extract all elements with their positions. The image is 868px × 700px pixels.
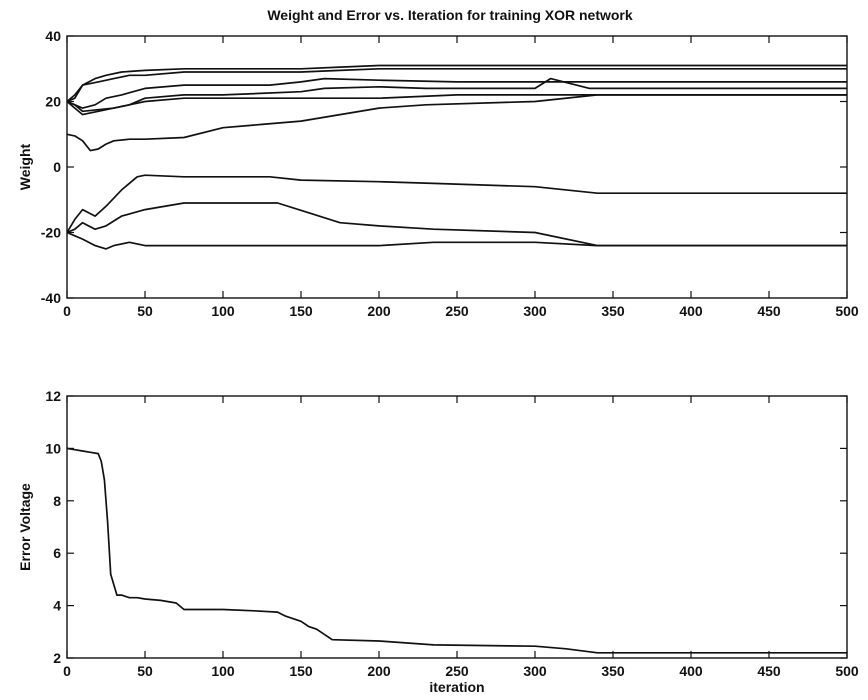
- x-tick-label: 100: [211, 663, 235, 679]
- x-tick-label: 450: [757, 663, 781, 679]
- x-tick-label: 100: [211, 303, 235, 319]
- axes-frame: [66, 35, 848, 299]
- x-tick-label: 250: [445, 663, 469, 679]
- series-line-1: [66, 447, 847, 654]
- series-line-2: [66, 67, 847, 103]
- series-line-9: [66, 231, 847, 250]
- x-tick-label: 0: [63, 663, 71, 679]
- weight-chart: 0 50 100 150 200 250 300 350 400 450 500 -40 -20 0 20 4…: [17, 28, 859, 319]
- x-tick-label: 0: [63, 303, 71, 319]
- x-tick-label: 150: [289, 663, 313, 679]
- y-tick-label: 10: [45, 440, 61, 456]
- axes-frame: [66, 395, 848, 659]
- x-tick-label: 350: [601, 303, 625, 319]
- x-tick-label: 250: [445, 303, 469, 319]
- x-tick-label: 450: [757, 303, 781, 319]
- x-tick-label: 400: [679, 303, 703, 319]
- error-chart: 0 50 100 150 200 250 300 350 400 450 500 2 4 6 8 10 12 Er…: [17, 388, 859, 695]
- y-axis-label: Error Voltage: [17, 483, 33, 571]
- y-tick-label: 40: [45, 28, 61, 44]
- x-axis-label: iteration: [429, 679, 484, 695]
- x-tick-label: 500: [835, 303, 859, 319]
- x-tick-label: 400: [679, 663, 703, 679]
- x-tick-label: 150: [289, 303, 313, 319]
- series-line-6: [66, 94, 847, 152]
- y-tick-label: 12: [45, 388, 61, 404]
- x-tick-label: 300: [523, 663, 547, 679]
- x-tick-label: 350: [601, 663, 625, 679]
- y-axis-label: Weight: [17, 143, 33, 190]
- x-tick-label: 500: [835, 663, 859, 679]
- x-tick-label: 200: [367, 303, 391, 319]
- x-tick-label: 50: [137, 663, 153, 679]
- y-tick-label: 20: [45, 94, 61, 110]
- series-line-8: [66, 202, 847, 247]
- y-tick-label: -40: [41, 290, 61, 306]
- y-tick-label: 0: [53, 159, 61, 175]
- chart-title: Weight and Error vs. Iteration for train…: [267, 7, 633, 23]
- x-tick-label: 300: [523, 303, 547, 319]
- series-line-1: [66, 64, 847, 103]
- y-tick-label: -20: [41, 225, 61, 241]
- series-line-5: [66, 94, 847, 116]
- y-tick-label: 2: [53, 650, 61, 666]
- series-line-4: [66, 77, 847, 113]
- y-tick-label: 4: [53, 598, 61, 614]
- y-tick-label: 6: [53, 545, 61, 561]
- y-tick-label: 8: [53, 493, 61, 509]
- x-tick-label: 200: [367, 663, 391, 679]
- x-tick-label: 50: [137, 303, 153, 319]
- series-line-7: [66, 174, 847, 233]
